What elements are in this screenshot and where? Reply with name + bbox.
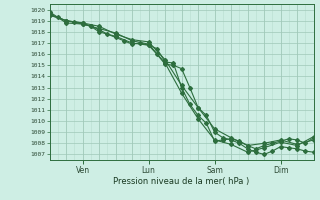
X-axis label: Pression niveau de la mer( hPa ): Pression niveau de la mer( hPa )	[114, 177, 250, 186]
